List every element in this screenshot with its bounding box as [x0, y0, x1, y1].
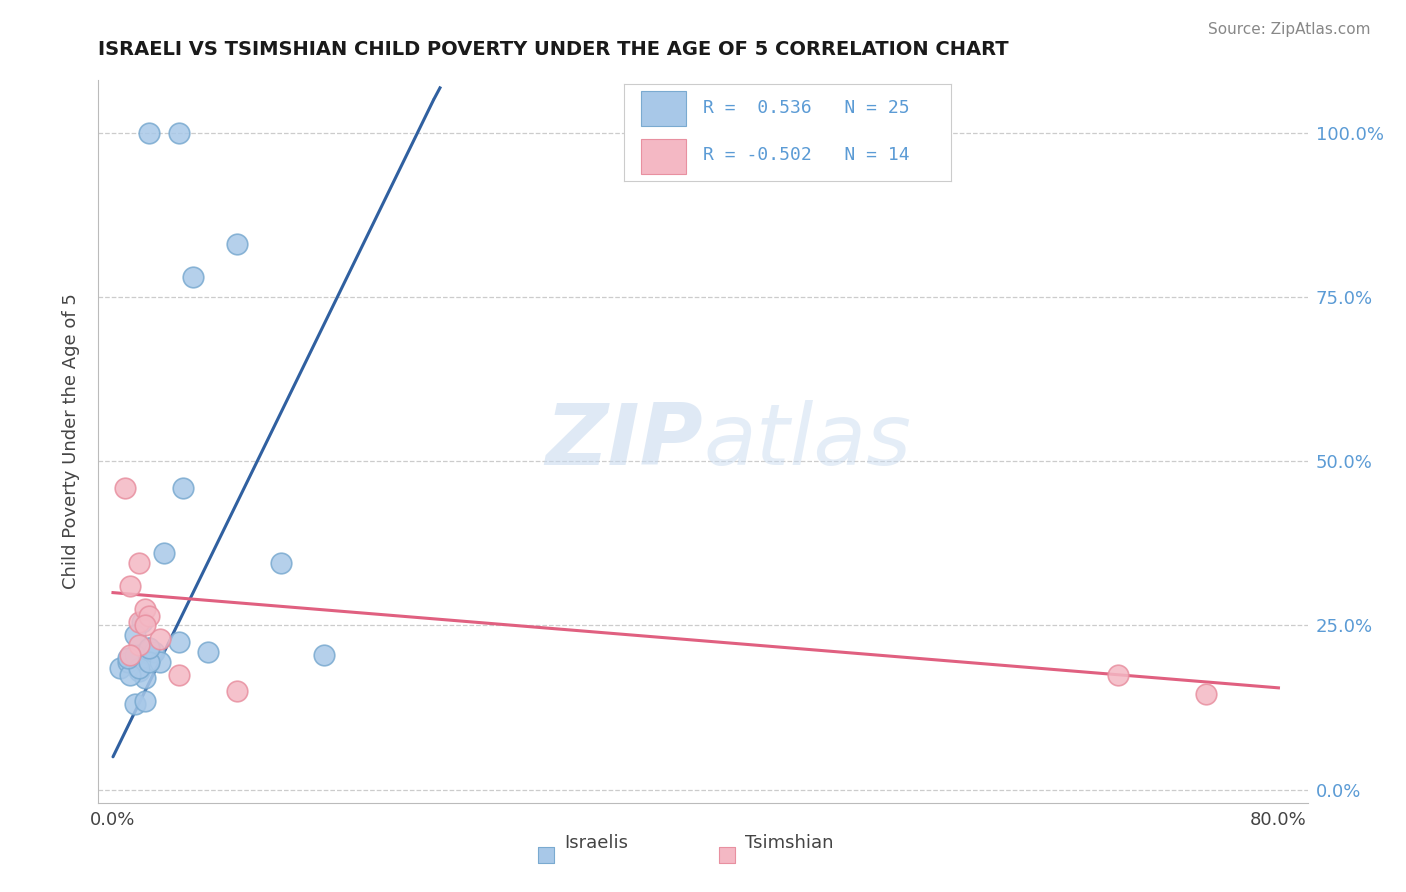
Point — [120, 667, 142, 681]
Point — [149, 655, 172, 669]
Point — [1107, 667, 1129, 681]
Text: Tsimshian: Tsimshian — [745, 833, 834, 852]
Point — [172, 481, 194, 495]
Point — [167, 667, 190, 681]
Point — [138, 608, 160, 623]
Point — [167, 126, 190, 140]
Point — [197, 645, 219, 659]
Point — [124, 698, 146, 712]
Point — [128, 615, 150, 630]
Point — [128, 556, 150, 570]
Point — [270, 556, 292, 570]
Point — [859, 830, 882, 844]
Point — [128, 661, 150, 675]
Y-axis label: Child Poverty Under the Age of 5: Child Poverty Under the Age of 5 — [62, 293, 80, 590]
Point — [138, 641, 160, 656]
Point — [1194, 687, 1216, 701]
Point — [225, 237, 247, 252]
Text: ISRAELI VS TSIMSHIAN CHILD POVERTY UNDER THE AGE OF 5 CORRELATION CHART: ISRAELI VS TSIMSHIAN CHILD POVERTY UNDER… — [98, 40, 1010, 59]
Point — [138, 641, 160, 656]
Point — [225, 684, 247, 698]
Point — [124, 628, 146, 642]
Point — [114, 481, 136, 495]
Text: Source: ZipAtlas.com: Source: ZipAtlas.com — [1208, 22, 1371, 37]
Point — [167, 635, 190, 649]
Point — [110, 661, 132, 675]
Point — [138, 655, 160, 669]
Point — [128, 665, 150, 679]
Point — [134, 694, 156, 708]
Point — [131, 615, 153, 630]
Point — [134, 602, 156, 616]
Text: Israelis: Israelis — [564, 833, 628, 852]
Point — [314, 648, 336, 662]
Point — [124, 648, 146, 662]
Point — [134, 671, 156, 685]
Point — [138, 126, 160, 140]
Point — [117, 655, 139, 669]
Text: atlas: atlas — [703, 400, 911, 483]
Point — [134, 618, 156, 632]
Point — [181, 270, 204, 285]
Point — [153, 546, 176, 560]
Point — [117, 651, 139, 665]
Point — [120, 579, 142, 593]
Text: ZIP: ZIP — [546, 400, 703, 483]
Point — [149, 632, 172, 646]
Point — [641, 830, 664, 844]
Point — [128, 638, 150, 652]
Point — [142, 645, 165, 659]
Point — [120, 648, 142, 662]
